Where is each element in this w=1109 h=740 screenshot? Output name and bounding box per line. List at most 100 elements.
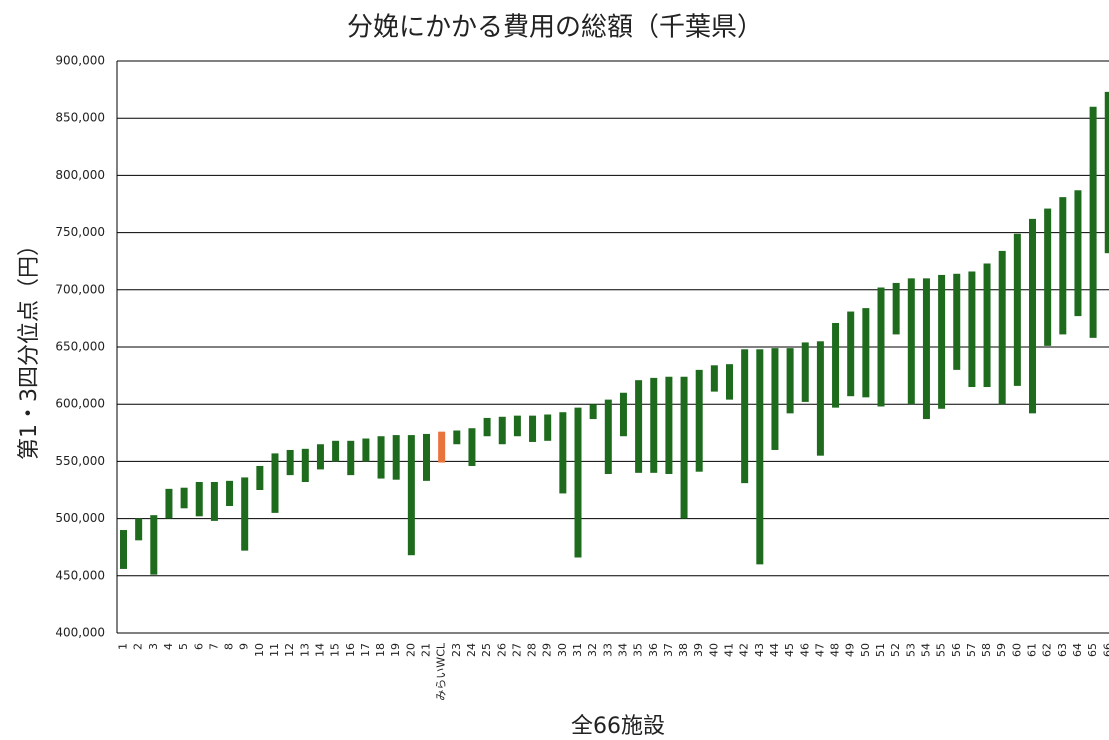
bar bbox=[362, 438, 370, 462]
y-tick-label: 600,000 bbox=[55, 397, 105, 411]
x-tick-label: 27 bbox=[510, 643, 523, 657]
bar bbox=[468, 428, 476, 466]
x-tick-label: 43 bbox=[753, 643, 766, 657]
bar bbox=[877, 287, 885, 407]
x-tick-label: 8 bbox=[223, 643, 236, 650]
x-tick-label: 58 bbox=[980, 643, 993, 657]
x-tick-label: 6 bbox=[192, 643, 205, 650]
x-tick-label: 60 bbox=[1010, 643, 1023, 657]
bar bbox=[998, 250, 1006, 405]
x-tick-label: 63 bbox=[1056, 643, 1069, 657]
bar bbox=[392, 435, 400, 480]
x-tick-label: 64 bbox=[1071, 643, 1084, 657]
x-tick-label: 59 bbox=[995, 643, 1008, 657]
x-tick-label: 48 bbox=[829, 643, 842, 657]
x-tick-label: 57 bbox=[965, 643, 978, 657]
bar bbox=[574, 407, 582, 558]
x-tick-label: 36 bbox=[647, 643, 660, 657]
x-tick-label: 47 bbox=[813, 643, 826, 657]
bar bbox=[483, 417, 491, 437]
bar bbox=[938, 274, 946, 409]
bar bbox=[544, 414, 552, 441]
chart-title: 分娩にかかる費用の総額（千葉県） bbox=[347, 13, 763, 43]
bar bbox=[120, 530, 127, 569]
bar bbox=[922, 278, 930, 420]
bar bbox=[135, 518, 143, 541]
x-tick-label: 32 bbox=[586, 643, 599, 657]
bar bbox=[498, 416, 506, 445]
x-tick-label: 28 bbox=[526, 643, 539, 657]
bar bbox=[316, 444, 324, 470]
bar bbox=[589, 404, 597, 420]
x-tick-label: 26 bbox=[495, 643, 508, 657]
x-tick-label: 38 bbox=[677, 643, 690, 657]
bar bbox=[210, 481, 218, 521]
x-tick-label: 41 bbox=[723, 643, 736, 657]
x-tick-label: 1 bbox=[117, 643, 130, 650]
bar bbox=[165, 488, 173, 519]
bar bbox=[665, 376, 673, 474]
y-tick-label: 900,000 bbox=[55, 54, 105, 68]
y-tick-label: 500,000 bbox=[55, 511, 105, 525]
bar bbox=[786, 348, 794, 414]
bar bbox=[1059, 197, 1067, 335]
y-axis-title: 第1・3四分位点（円） bbox=[17, 234, 42, 460]
bar bbox=[241, 477, 249, 551]
x-tick-label: 55 bbox=[935, 643, 948, 657]
bar bbox=[695, 369, 703, 472]
x-tick-label: 17 bbox=[359, 643, 372, 657]
x-tick-label: 45 bbox=[783, 643, 796, 657]
y-tick-label: 850,000 bbox=[55, 111, 105, 125]
bar bbox=[453, 430, 461, 445]
x-tick-label: 5 bbox=[177, 643, 190, 650]
x-tick-label: 37 bbox=[662, 643, 675, 657]
bar bbox=[1104, 91, 1109, 254]
x-tick-label: 4 bbox=[162, 643, 175, 650]
y-tick-label: 750,000 bbox=[55, 225, 105, 239]
bar bbox=[832, 322, 840, 408]
y-tick-label: 550,000 bbox=[55, 454, 105, 468]
x-tick-label: 51 bbox=[874, 643, 887, 657]
bar bbox=[847, 311, 855, 397]
x-tick-label: 15 bbox=[329, 643, 342, 657]
x-tick-label: 9 bbox=[238, 643, 251, 650]
bar bbox=[635, 380, 643, 473]
x-tick-label: 39 bbox=[692, 643, 705, 657]
x-tick-label: 19 bbox=[389, 643, 402, 657]
bar bbox=[741, 349, 749, 484]
bar bbox=[1029, 218, 1036, 414]
x-tick-label: 14 bbox=[313, 643, 326, 657]
bar bbox=[1074, 190, 1082, 317]
x-tick-label: 40 bbox=[707, 643, 720, 657]
x-tick-label: 31 bbox=[571, 643, 584, 657]
x-tick-label: 20 bbox=[404, 643, 417, 657]
x-tick-label: 23 bbox=[450, 643, 463, 657]
bar bbox=[529, 415, 537, 442]
bar bbox=[150, 515, 158, 575]
x-tick-label: 66 bbox=[1101, 643, 1109, 657]
bar bbox=[438, 431, 446, 463]
x-tick-label: 24 bbox=[465, 643, 478, 657]
bar bbox=[195, 481, 203, 517]
x-tick-label: 44 bbox=[768, 643, 781, 657]
bar bbox=[680, 376, 688, 519]
bar bbox=[1089, 106, 1097, 338]
x-tick-label: 33 bbox=[601, 643, 614, 657]
x-tick-label: 25 bbox=[480, 643, 493, 657]
bar bbox=[1013, 233, 1021, 386]
x-axis-title: 全66施設 bbox=[571, 714, 665, 739]
x-tick-label: 16 bbox=[344, 643, 357, 657]
bar bbox=[332, 440, 340, 462]
bar bbox=[710, 365, 718, 392]
x-tick-label: 3 bbox=[147, 643, 160, 650]
bar bbox=[377, 436, 385, 479]
bar bbox=[423, 433, 430, 481]
bar bbox=[619, 392, 627, 437]
y-tick-label: 650,000 bbox=[55, 340, 105, 354]
bar bbox=[407, 435, 415, 556]
y-tick-label: 400,000 bbox=[55, 626, 105, 640]
bar bbox=[771, 348, 779, 450]
bar bbox=[347, 440, 355, 476]
x-tick-label: 50 bbox=[859, 643, 872, 657]
bar bbox=[862, 308, 870, 398]
